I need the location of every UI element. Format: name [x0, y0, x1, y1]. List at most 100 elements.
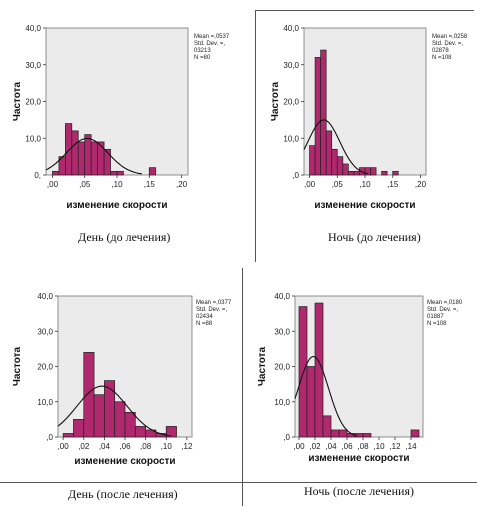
stats-line: Mean =,0537 [194, 34, 230, 40]
x-tick-label: ,00 [304, 180, 316, 189]
y-tick-label: 30,0 [274, 327, 290, 336]
x-tick-label: ,00 [293, 442, 305, 451]
normal-curve [45, 137, 143, 175]
histogram-bar [338, 429, 348, 438]
x-tick-label: ,06 [119, 442, 131, 451]
histogram-bar [110, 170, 118, 176]
x-tick-label: ,20 [415, 180, 427, 189]
histogram-bar [52, 170, 60, 176]
y-tick-label: 10,0 [37, 398, 53, 407]
histogram-bar [114, 401, 126, 438]
histogram-bar [342, 163, 349, 176]
y-axis-label: Частота [257, 346, 268, 386]
x-tick-label: ,06 [341, 442, 353, 451]
histogram-bar [83, 352, 95, 438]
stats-line: N =80 [194, 55, 211, 61]
y-tick-label: ,0 [46, 433, 53, 442]
y-tick-label: 30,0 [37, 327, 53, 336]
stats-line: 01887 [427, 314, 444, 320]
x-tick-label: ,08 [140, 442, 152, 451]
caption-night-after: Ночь (после лечения) [304, 484, 414, 498]
histogram-bar [353, 170, 360, 176]
x-tick-label: ,15 [144, 180, 156, 189]
x-tick-label: ,12 [389, 442, 401, 451]
histogram-bar [410, 429, 420, 438]
histogram-bar [103, 148, 111, 176]
histogram-bar [331, 148, 338, 176]
histogram-bar [165, 426, 177, 438]
y-tick-label: 10,0 [25, 134, 41, 143]
histogram-svg-night-after: ,0 10,0 20,0 30,0 40,0 ,00 ,02 ,04 ,06 ,08 ,10 ,12,… [257, 292, 463, 464]
stats-line: 03213 [194, 48, 211, 54]
histogram-bar [392, 170, 399, 176]
vertical-divider-top [255, 10, 256, 262]
normal-curve [57, 385, 172, 437]
x-tick-label: ,10 [359, 180, 371, 189]
histogram-bar [348, 170, 355, 176]
histogram-bar [148, 167, 157, 176]
histogram-bar [73, 419, 85, 438]
histogram-bar [65, 123, 73, 176]
x-tick-label: ,20 [176, 180, 188, 189]
histogram-bar [97, 141, 105, 176]
y-axis-label: Частота [12, 81, 23, 121]
histogram-bar [104, 380, 116, 438]
x-tick-label: ,10 [111, 180, 123, 189]
y-tick-label: ,0 [292, 171, 299, 180]
y-tick-label: 20,0 [283, 98, 299, 107]
horizontal-divider-top [256, 10, 474, 11]
x-tick-label: ,02 [309, 442, 321, 451]
y-tick-label: 20,0 [25, 98, 41, 107]
histogram-svg-day-before: 0, 10,0 20,0 30,0 40,0 ,00 ,05 ,10 ,15 ,20 изменен… [12, 24, 230, 211]
y-tick-label: 20,0 [37, 363, 53, 372]
histogram-bar [93, 394, 105, 438]
stats-line: N =88 [196, 321, 213, 327]
histogram-bar [298, 306, 308, 438]
x-tick-label: ,05 [332, 180, 344, 189]
y-axis-label: Частота [270, 81, 281, 121]
chart-panel-night-after: ,0 10,0 20,0 30,0 40,0 ,00 ,02 ,04 ,06 ,08 ,10 ,12,… [243, 268, 477, 508]
x-tick-label: ,05 [79, 180, 91, 189]
y-tick-label: 30,0 [25, 61, 41, 70]
x-tick-label: ,10 [373, 442, 385, 451]
caption-day-after: День (после лечения) [68, 487, 178, 501]
histogram-bar [62, 433, 74, 438]
x-tick-label: ,14 [405, 442, 417, 451]
stats-line: Std. Dev. =, [194, 41, 225, 47]
x-axis-label: изменение скорости [74, 456, 175, 467]
histogram-bar [325, 130, 333, 176]
horizontal-divider-bottom [0, 482, 477, 483]
x-tick-label: ,04 [99, 442, 111, 451]
stats-line: Std. Dev. =, [196, 307, 227, 313]
normal-curve [294, 355, 358, 437]
x-axis-label: изменение скорости [308, 453, 409, 464]
x-tick-label: ,10 [161, 442, 173, 451]
histogram-bar [309, 145, 316, 176]
stats-line: Std. Dev. =, [427, 307, 458, 313]
y-tick-label: ,0 [283, 433, 290, 442]
y-tick-label: 20,0 [274, 363, 290, 372]
y-tick-label: 0, [34, 171, 41, 180]
x-axis-label: изменение скорости [66, 200, 167, 211]
histogram-svg-night-before: ,0 10,0 20,0 30,0 40,0 ,00 ,05 ,10 ,15 ,20 изменен… [270, 24, 468, 211]
chart-panel-day-before: 0, 10,0 20,0 30,0 40,0 ,00 ,05 ,10 ,15 ,20 изменен… [0, 0, 255, 262]
histogram-bar [116, 170, 124, 176]
histogram-bar [370, 167, 377, 176]
stats-line: N =108 [432, 55, 452, 61]
histogram-bar [330, 429, 340, 438]
y-tick-label: 10,0 [283, 134, 299, 143]
histogram-bar [362, 433, 372, 438]
x-tick-label: ,12 [181, 442, 193, 451]
y-tick-label: 40,0 [283, 24, 299, 33]
histogram-bar [322, 415, 332, 438]
x-tick-label: ,00 [47, 180, 59, 189]
histogram-bar [314, 302, 324, 438]
x-tick-label: ,02 [78, 442, 90, 451]
y-tick-label: 10,0 [274, 398, 290, 407]
histogram-bar [320, 49, 327, 176]
histogram-bar [336, 156, 344, 176]
stats-line: Mean =,0180 [427, 300, 463, 306]
y-axis-label: Частота [12, 346, 23, 386]
caption-day-before: День (до лечения) [78, 230, 171, 244]
histogram-bar [134, 426, 146, 438]
